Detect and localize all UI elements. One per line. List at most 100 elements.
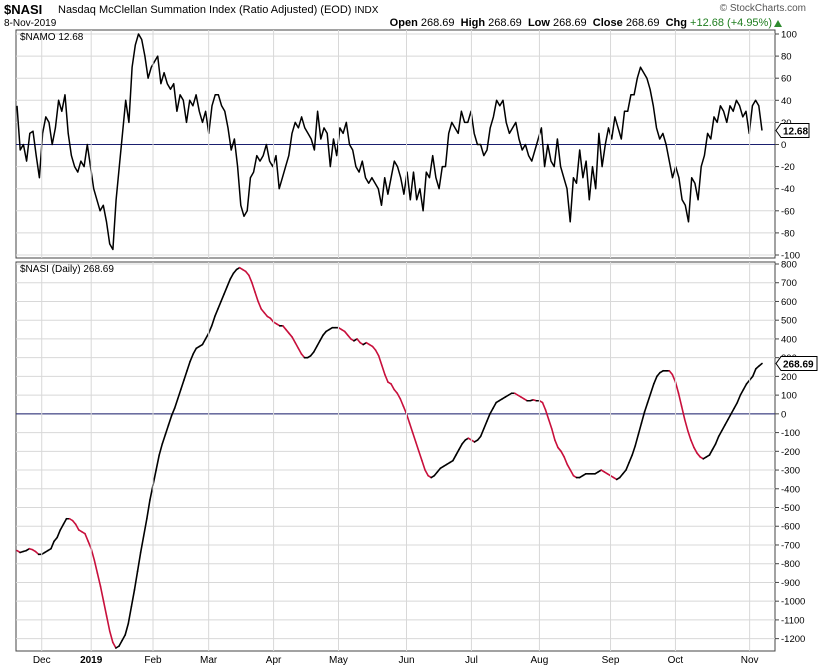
series-segment [640, 411, 646, 425]
series-segment [625, 461, 630, 471]
y-tick-label: -20 [781, 162, 795, 173]
series-segment [622, 469, 627, 475]
series-segment [390, 383, 395, 391]
last-value-tag [775, 356, 818, 372]
nasi-legend: $NASI (Daily) 268.69 [20, 264, 114, 275]
chart-header: $NASI Nasdaq McClellan Summation Index (… [0, 0, 820, 30]
y-tick-label: -800 [781, 559, 800, 570]
series-segment [204, 332, 210, 340]
series-segment [492, 401, 497, 410]
series-segment [393, 388, 399, 395]
namo-panel: -100-80-60-40-2002040608010012.68 [16, 30, 810, 262]
series-segment [189, 353, 195, 363]
series-segment [62, 517, 68, 526]
series-segment [745, 379, 751, 385]
series-segment [142, 517, 148, 537]
series-segment [751, 368, 757, 378]
series-segment [402, 405, 408, 415]
series-segment [118, 639, 123, 647]
series-segment [319, 334, 324, 342]
series-segment [53, 536, 58, 543]
series-segment [693, 446, 698, 454]
series-segment [214, 308, 219, 318]
series-segment [121, 634, 126, 642]
series-segment [226, 278, 232, 288]
x-tick-label: Apr [266, 655, 282, 666]
series-segment [619, 472, 624, 479]
series-segment [124, 622, 130, 636]
series-segment [158, 443, 164, 456]
series-segment [99, 585, 105, 602]
y-tick-label: 400 [781, 334, 797, 345]
series-segment [424, 469, 429, 477]
series-segment [84, 532, 89, 543]
series-segment [479, 428, 485, 438]
series-segment [714, 435, 720, 445]
y-tick-label: -100 [781, 428, 800, 439]
series-segment [748, 375, 754, 381]
series-segment [461, 439, 467, 445]
last-value-label: 268.69 [783, 360, 814, 371]
series-segment [711, 443, 717, 451]
series-segment [687, 429, 692, 441]
series-segment [254, 291, 259, 303]
series-segment [569, 469, 575, 477]
brand-watermark: © StockCharts.com [719, 3, 806, 14]
series-segment [408, 422, 414, 434]
series-segment [356, 338, 361, 344]
y-tick-label: 0 [781, 140, 786, 151]
series-segment [343, 330, 349, 336]
series-segment [102, 600, 108, 617]
y-tick-label: 200 [781, 372, 797, 383]
symbol: $NASI [4, 2, 43, 17]
series-segment [384, 373, 389, 383]
series-segment [207, 325, 213, 335]
series-segment [112, 641, 117, 649]
series-segment [170, 407, 176, 417]
x-tick-label: Nov [741, 655, 759, 666]
up-arrow-icon [774, 20, 782, 27]
series-segment [486, 413, 491, 423]
series-segment [547, 418, 553, 430]
series-segment [149, 484, 154, 501]
series-segment [297, 347, 303, 355]
y-tick-label: -40 [781, 184, 795, 195]
series-segment [309, 351, 315, 357]
series-segment [288, 332, 293, 338]
series-segment [554, 439, 559, 449]
series-segment [346, 334, 352, 340]
chart-date: 8-Nov-2019 [4, 18, 57, 29]
series-segment [421, 459, 426, 471]
series-segment [260, 308, 266, 314]
series-segment [263, 311, 269, 318]
x-tick-label: Sep [602, 655, 620, 666]
series-segment [544, 409, 550, 421]
series-segment [653, 375, 658, 385]
series-segment [414, 441, 420, 453]
series-segment [248, 274, 253, 284]
series-segment [631, 444, 637, 456]
series-segment [257, 300, 263, 310]
series-segment [399, 398, 405, 408]
series-segment [396, 392, 402, 400]
series-segment [677, 392, 683, 408]
series-segment [489, 407, 494, 415]
series-segment [74, 523, 80, 531]
series-segment [152, 469, 157, 486]
series-segment [433, 471, 439, 477]
y-tick-label: 700 [781, 278, 797, 289]
series-segment [291, 336, 297, 344]
x-tick-label: 2019 [80, 655, 103, 666]
y-tick-label: -500 [781, 503, 800, 514]
y-tick-label: 40 [781, 96, 792, 107]
series-segment [322, 330, 327, 336]
series-segment [139, 534, 145, 554]
series-segment [436, 467, 442, 473]
series-segment [411, 431, 417, 443]
series-segment [736, 394, 742, 404]
y-tick-label: -100 [781, 251, 800, 262]
x-tick-label: Dec [33, 655, 51, 666]
open-value: 268.69 [420, 17, 455, 29]
series-segment [458, 443, 463, 451]
y-tick-label: 80 [781, 52, 792, 63]
